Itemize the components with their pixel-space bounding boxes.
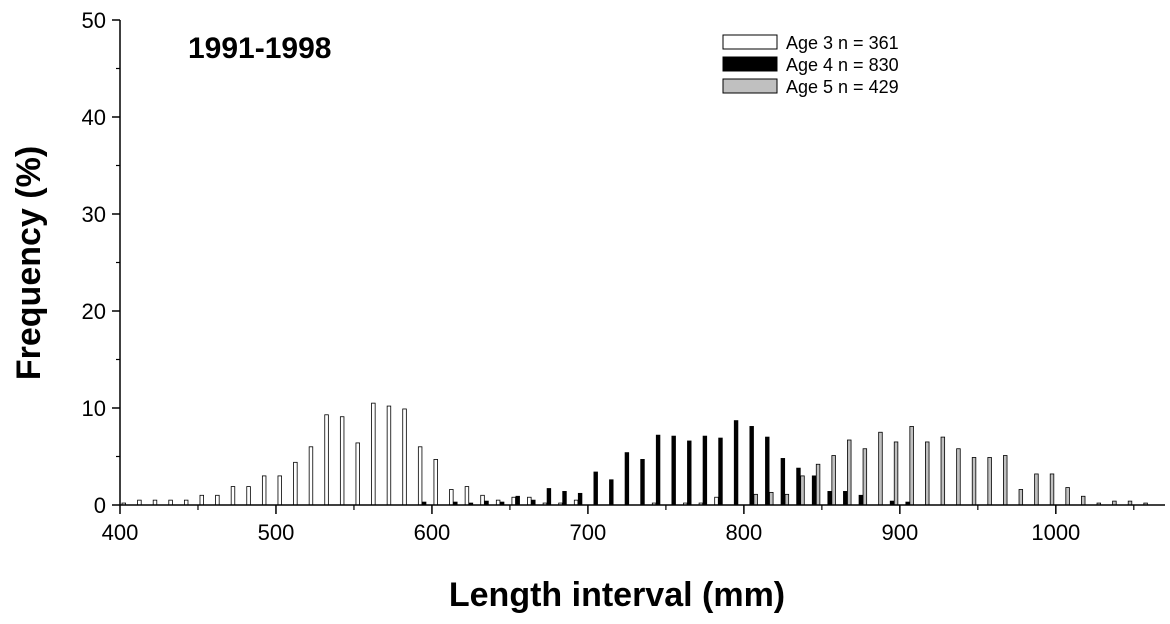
bar [655, 434, 661, 506]
bar [714, 496, 719, 506]
bar [230, 486, 236, 506]
bar [909, 426, 914, 506]
bar [527, 496, 532, 506]
bar [687, 440, 692, 506]
bar [1081, 495, 1086, 506]
legend-swatch [722, 56, 778, 72]
y-tick-label: 40 [82, 105, 106, 130]
y-tick-label: 0 [94, 493, 106, 518]
bar [464, 486, 470, 506]
bar [765, 436, 770, 506]
bar [562, 491, 567, 506]
legend-swatch [722, 78, 778, 94]
y-tick-label: 50 [82, 8, 106, 33]
bar [515, 495, 520, 506]
bar [987, 457, 992, 506]
bar [925, 441, 930, 506]
bar [609, 479, 614, 506]
bar [480, 494, 485, 506]
x-tick-label: 600 [414, 520, 451, 545]
x-tick-label: 800 [726, 520, 763, 545]
bar [511, 496, 516, 506]
bar [815, 463, 821, 506]
bar [624, 452, 630, 506]
bar [339, 416, 345, 506]
x-axis-title: Length interval (mm) [449, 576, 785, 614]
bar [718, 437, 723, 506]
y-axis-title: Frequency (%) [10, 146, 48, 380]
bar [843, 491, 848, 506]
bar [1003, 455, 1008, 506]
x-tick-label: 900 [881, 520, 918, 545]
bar [1034, 473, 1039, 506]
bar [308, 446, 314, 506]
bar [749, 426, 754, 506]
bar [417, 446, 423, 506]
bar [971, 457, 977, 506]
bar [386, 405, 392, 506]
bar [847, 439, 852, 506]
bar [733, 420, 739, 506]
bar [1049, 473, 1055, 506]
bar [324, 414, 329, 506]
bar [753, 493, 758, 506]
bar [811, 475, 817, 506]
bar [702, 435, 708, 506]
bar [546, 488, 552, 506]
x-tick-label: 700 [570, 520, 607, 545]
x-tick-label: 500 [258, 520, 295, 545]
bar [796, 467, 801, 506]
bar [261, 475, 267, 506]
legend-label: Age 3 n = 361 [786, 33, 899, 53]
bar [355, 442, 360, 506]
bar [402, 408, 407, 506]
bar [780, 458, 786, 506]
plot-bars [121, 402, 1148, 506]
axes: 0 10 20 30 40 50 400 500 600 700 800 900 1000 [82, 8, 1165, 545]
series-2 [421, 420, 910, 506]
x-tick-label: 400 [102, 520, 139, 545]
bar [1018, 489, 1024, 506]
bar [671, 435, 676, 506]
x-tick-label: 1000 [1031, 520, 1080, 545]
bar [769, 491, 774, 506]
legend-swatch [722, 34, 778, 50]
bar [784, 493, 790, 506]
bar [449, 489, 454, 506]
bar [862, 448, 868, 506]
bar [215, 494, 220, 506]
y-tick-label: 30 [82, 202, 106, 227]
bar [593, 471, 598, 506]
bar [827, 491, 832, 506]
bar [577, 492, 583, 506]
bar [246, 486, 251, 506]
series-1 [121, 402, 719, 506]
bar [199, 494, 204, 506]
bar [277, 475, 282, 506]
legend-label: Age 5 n = 429 [786, 77, 899, 97]
bar [800, 475, 805, 506]
bar [858, 494, 864, 506]
y-tick-label: 10 [82, 396, 106, 421]
period-annotation: 1991-1998 [188, 32, 331, 65]
bar [831, 455, 836, 506]
bar [371, 402, 376, 506]
legend-label: Age 4 n = 830 [786, 55, 899, 75]
bar [940, 436, 946, 506]
bar [1065, 487, 1070, 506]
bar [433, 459, 438, 506]
bar [293, 461, 298, 506]
bar [878, 431, 883, 506]
y-tick-label: 20 [82, 299, 106, 324]
bar [956, 448, 961, 506]
bar [640, 459, 645, 506]
bar [893, 441, 899, 506]
